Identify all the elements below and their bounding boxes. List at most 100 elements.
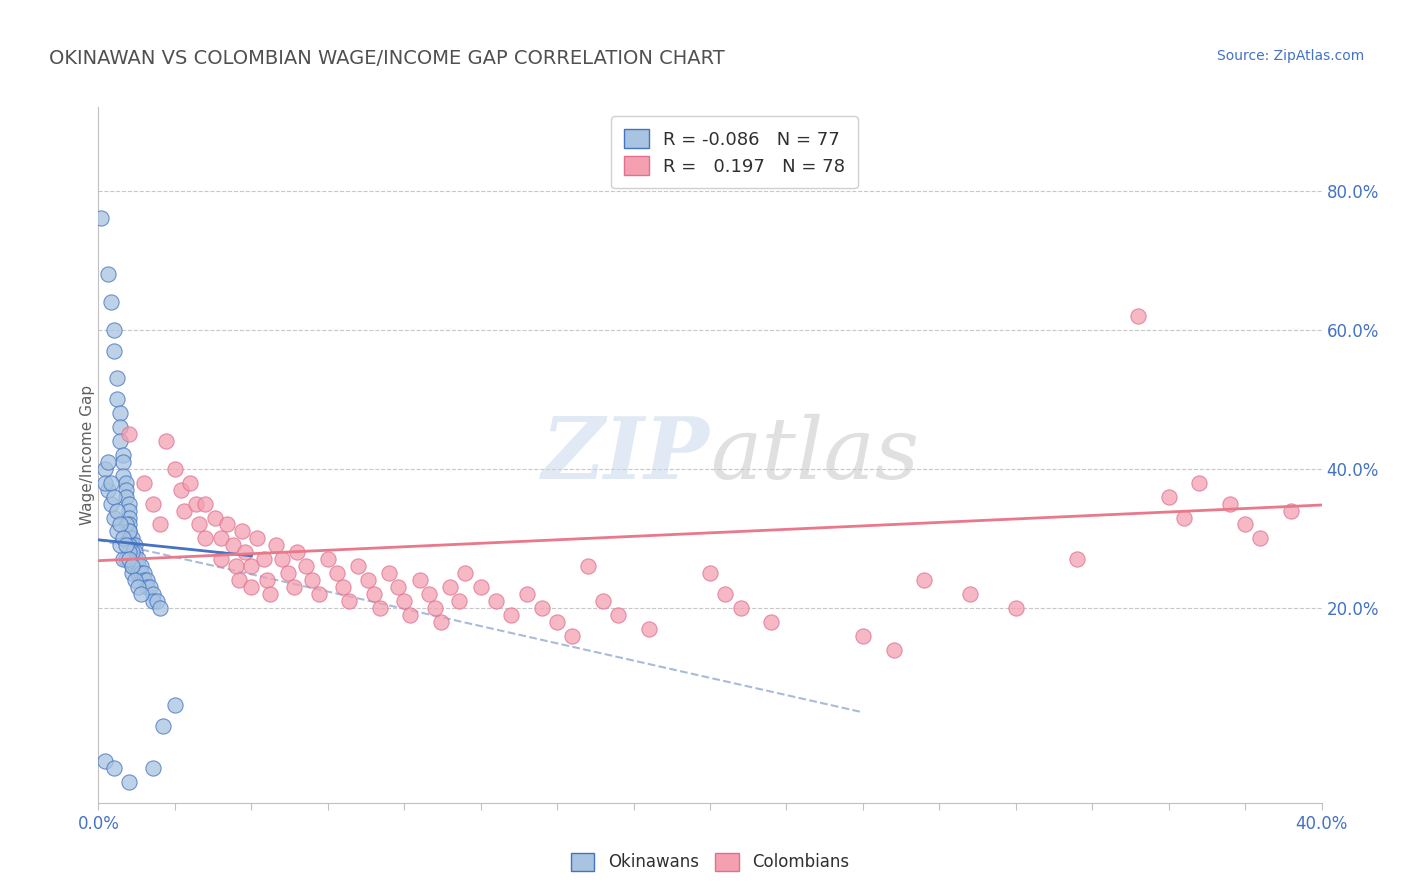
Point: [121, 532, 143, 546]
Point: [1128, 309, 1150, 323]
Point: [121, 566, 143, 581]
Point: [97, 267, 120, 281]
Point: [356, 573, 378, 587]
Point: [121, 538, 143, 552]
Point: [108, 434, 131, 448]
Point: [139, 580, 162, 594]
Point: [103, 510, 125, 524]
Point: [115, 538, 138, 552]
Point: [186, 497, 208, 511]
Point: [530, 601, 553, 615]
Point: [121, 552, 143, 566]
Point: [240, 580, 263, 594]
Point: [115, 475, 138, 490]
Point: [111, 532, 134, 546]
Point: [118, 532, 141, 546]
Point: [118, 517, 141, 532]
Point: [111, 448, 134, 462]
Point: [546, 615, 568, 629]
Point: [103, 761, 125, 775]
Point: [1173, 510, 1195, 524]
Point: [118, 497, 141, 511]
Point: [959, 587, 981, 601]
Point: [337, 594, 360, 608]
Point: [134, 566, 156, 581]
Point: [100, 475, 122, 490]
Point: [97, 483, 120, 497]
Point: [93, 754, 115, 768]
Point: [111, 455, 134, 469]
Point: [124, 545, 146, 559]
Point: [173, 503, 195, 517]
Point: [714, 587, 737, 601]
Point: [124, 552, 146, 566]
Point: [118, 524, 141, 539]
Point: [363, 587, 385, 601]
Point: [142, 761, 165, 775]
Point: [129, 587, 152, 601]
Point: [246, 532, 269, 546]
Point: [163, 462, 186, 476]
Point: [215, 517, 238, 532]
Point: [118, 510, 141, 524]
Point: [1066, 552, 1088, 566]
Point: [347, 559, 370, 574]
Point: [439, 580, 461, 594]
Point: [105, 371, 128, 385]
Point: [637, 622, 661, 636]
Point: [1219, 497, 1241, 511]
Point: [121, 545, 143, 559]
Point: [127, 566, 149, 581]
Point: [127, 580, 149, 594]
Point: [118, 427, 141, 442]
Point: [170, 483, 193, 497]
Point: [1279, 503, 1302, 517]
Y-axis label: Wage/Income Gap: Wage/Income Gap: [80, 384, 94, 525]
Point: [142, 587, 165, 601]
Point: [387, 580, 409, 594]
Point: [127, 552, 149, 566]
Point: [142, 497, 165, 511]
Point: [142, 594, 165, 608]
Point: [152, 719, 174, 733]
Point: [124, 538, 146, 552]
Point: [103, 490, 125, 504]
Point: [115, 517, 138, 532]
Point: [108, 406, 131, 420]
Point: [308, 587, 330, 601]
Point: [209, 532, 232, 546]
Point: [118, 545, 141, 559]
Point: [121, 545, 143, 559]
Point: [124, 573, 146, 587]
Point: [1188, 475, 1211, 490]
Text: atlas: atlas: [710, 414, 920, 496]
Point: [108, 517, 131, 532]
Point: [277, 566, 299, 581]
Point: [430, 615, 453, 629]
Point: [332, 580, 354, 594]
Point: [118, 552, 141, 566]
Point: [316, 552, 339, 566]
Point: [883, 642, 905, 657]
Legend: Okinawans, Colombians: Okinawans, Colombians: [564, 846, 856, 878]
Point: [759, 615, 782, 629]
Point: [285, 545, 308, 559]
Point: [127, 559, 149, 574]
Point: [264, 538, 287, 552]
Point: [108, 420, 131, 434]
Point: [105, 392, 128, 407]
Point: [93, 462, 115, 476]
Point: [103, 323, 125, 337]
Point: [115, 483, 138, 497]
Point: [233, 545, 256, 559]
Point: [1157, 490, 1180, 504]
Point: [222, 538, 245, 552]
Point: [121, 559, 143, 574]
Point: [228, 573, 250, 587]
Text: Source: ZipAtlas.com: Source: ZipAtlas.com: [1216, 49, 1364, 63]
Point: [136, 580, 159, 594]
Point: [155, 434, 177, 448]
Point: [295, 559, 318, 574]
Point: [240, 559, 263, 574]
Point: [699, 566, 721, 581]
